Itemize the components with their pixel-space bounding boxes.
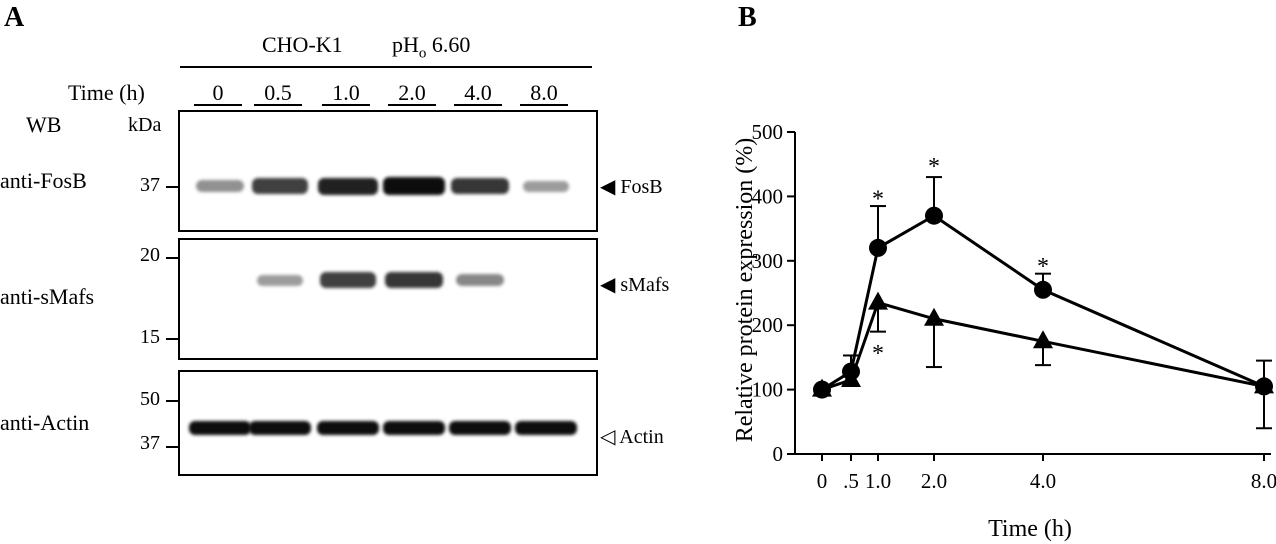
band [383,177,445,195]
blot-fosb [178,110,598,232]
data-point-circle [842,362,860,381]
open-arrow-icon: ◁ [600,426,616,448]
lane-underline [454,104,502,106]
cell-line: CHO-K1 [262,32,343,57]
x-tick-label: 1.0 [865,469,891,493]
lane-label: 1.0 [332,80,360,105]
time-label: Time (h) [68,80,145,105]
band [385,272,443,288]
y-axis-label: Relative protein expression (%) [732,138,758,443]
band [455,274,505,286]
filled-arrow-icon: ◀ [600,176,616,198]
band [317,421,379,435]
lane-label: 4.0 [464,80,492,105]
marker-37-actin: 37 [140,432,160,454]
y-tick-label: 0 [773,442,784,466]
marker-50-actin: 50 [140,388,160,410]
ph-label: pHo 6.60 [392,32,470,62]
data-point-circle [869,238,887,257]
band [383,421,445,435]
marker-tick [166,338,178,340]
significance-asterisk: * [872,341,884,367]
chart-axes: 0 100 200 300 400 500 0 .5 1.0 2.0 4.0 8.0 [752,120,1276,493]
lane-underline [322,104,370,106]
band-name: sMafs [620,274,670,296]
band-name: Actin [619,426,664,448]
chart-series: * * * * [812,154,1274,430]
x-tick-label: 4.0 [1030,469,1056,493]
data-point-circle [1255,377,1273,396]
band [256,274,304,286]
lane-label: 0.5 [264,80,292,105]
blot-actin [178,370,598,476]
antibody-label-actin: anti-Actin [0,410,90,435]
filled-arrow-icon: ◀ [600,274,616,296]
marker-tick [166,400,178,402]
header-rule [180,66,592,68]
x-tick-label: .5 [843,469,859,493]
ph-subscript: o [418,45,427,62]
band-label-actin: ◁ Actin [600,424,664,449]
band [318,177,378,195]
y-tick-label: 100 [752,378,784,402]
x-axis-label: Time (h) [988,516,1072,542]
x-tick-label: 2.0 [921,469,947,493]
y-tick-label: 500 [752,120,784,144]
lane-underline [194,104,242,106]
data-point-triangle [924,307,944,326]
data-point-triangle [841,368,861,387]
y-tick-label: 400 [752,184,784,208]
ph-prefix: pH [392,32,419,57]
lane-underline [520,104,568,106]
data-point-triangle [1254,375,1274,394]
band-name: FosB [620,176,663,198]
lane-underline [254,104,302,106]
band [251,178,309,194]
significance-asterisk: * [872,186,884,212]
lane-label: 0 [212,80,224,105]
kda-label: kDa [128,114,162,136]
antibody-label-fosb: anti-FosB [0,168,87,193]
wb-label: WB [26,112,62,137]
marker-tick [166,186,178,188]
band [319,272,377,288]
lane-label: 2.0 [398,80,426,105]
marker-20-smafs: 20 [140,244,160,266]
y-tick-label: 200 [752,313,784,337]
blot-smafs [178,238,598,360]
band [451,178,509,194]
data-point-circle [1034,280,1052,299]
band [515,421,577,435]
data-point-circle [813,380,831,399]
data-point-triangle [1033,330,1053,349]
band-label-fosb: ◀ FosB [600,174,663,199]
panel-a-letter: A [4,2,25,33]
lane-underline [388,104,436,106]
band [522,180,570,192]
significance-asterisk: * [1037,254,1049,280]
band-label-smafs: ◀ sMafs [600,272,669,297]
panel-b-letter: B [738,2,757,33]
lane-label: 8.0 [530,80,558,105]
marker-tick [166,257,178,259]
series-line [821,300,1265,392]
x-tick-label: 0 [817,469,828,493]
significance-asterisk: * [928,154,940,180]
band [449,421,511,435]
ph-value: 6.60 [431,32,471,57]
cell-line-label: CHO-K1 [262,32,343,58]
x-tick-label: 8.0 [1251,469,1276,493]
data-point-triangle [812,378,832,397]
data-point-triangle [868,291,888,310]
series-line [821,213,1265,391]
band [196,180,244,192]
y-tick-label: 300 [752,249,784,273]
marker-tick [166,446,178,448]
band [249,421,311,435]
marker-37-fosb: 37 [140,174,160,196]
data-point-circle [925,206,943,225]
marker-15-smafs: 15 [140,326,160,348]
band [189,421,251,435]
antibody-label-smafs: anti-sMafs [0,284,95,309]
